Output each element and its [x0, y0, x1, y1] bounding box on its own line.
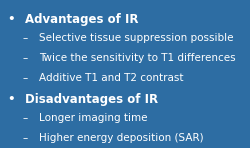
Text: Selective tissue suppression possible: Selective tissue suppression possible: [39, 33, 233, 43]
Text: •: •: [8, 93, 15, 106]
Text: Disadvantages of IR: Disadvantages of IR: [25, 93, 158, 106]
Text: Longer imaging time: Longer imaging time: [39, 113, 147, 123]
Text: –: –: [22, 133, 28, 143]
Text: –: –: [22, 113, 28, 123]
Text: –: –: [22, 33, 28, 43]
Text: –: –: [22, 73, 28, 83]
Text: –: –: [22, 53, 28, 63]
Text: Advantages of IR: Advantages of IR: [25, 13, 138, 26]
Text: Higher energy deposition (SAR): Higher energy deposition (SAR): [39, 133, 203, 143]
Text: •: •: [8, 13, 15, 26]
Text: Additive T1 and T2 contrast: Additive T1 and T2 contrast: [39, 73, 183, 83]
Text: Twice the sensitivity to T1 differences: Twice the sensitivity to T1 differences: [39, 53, 235, 63]
